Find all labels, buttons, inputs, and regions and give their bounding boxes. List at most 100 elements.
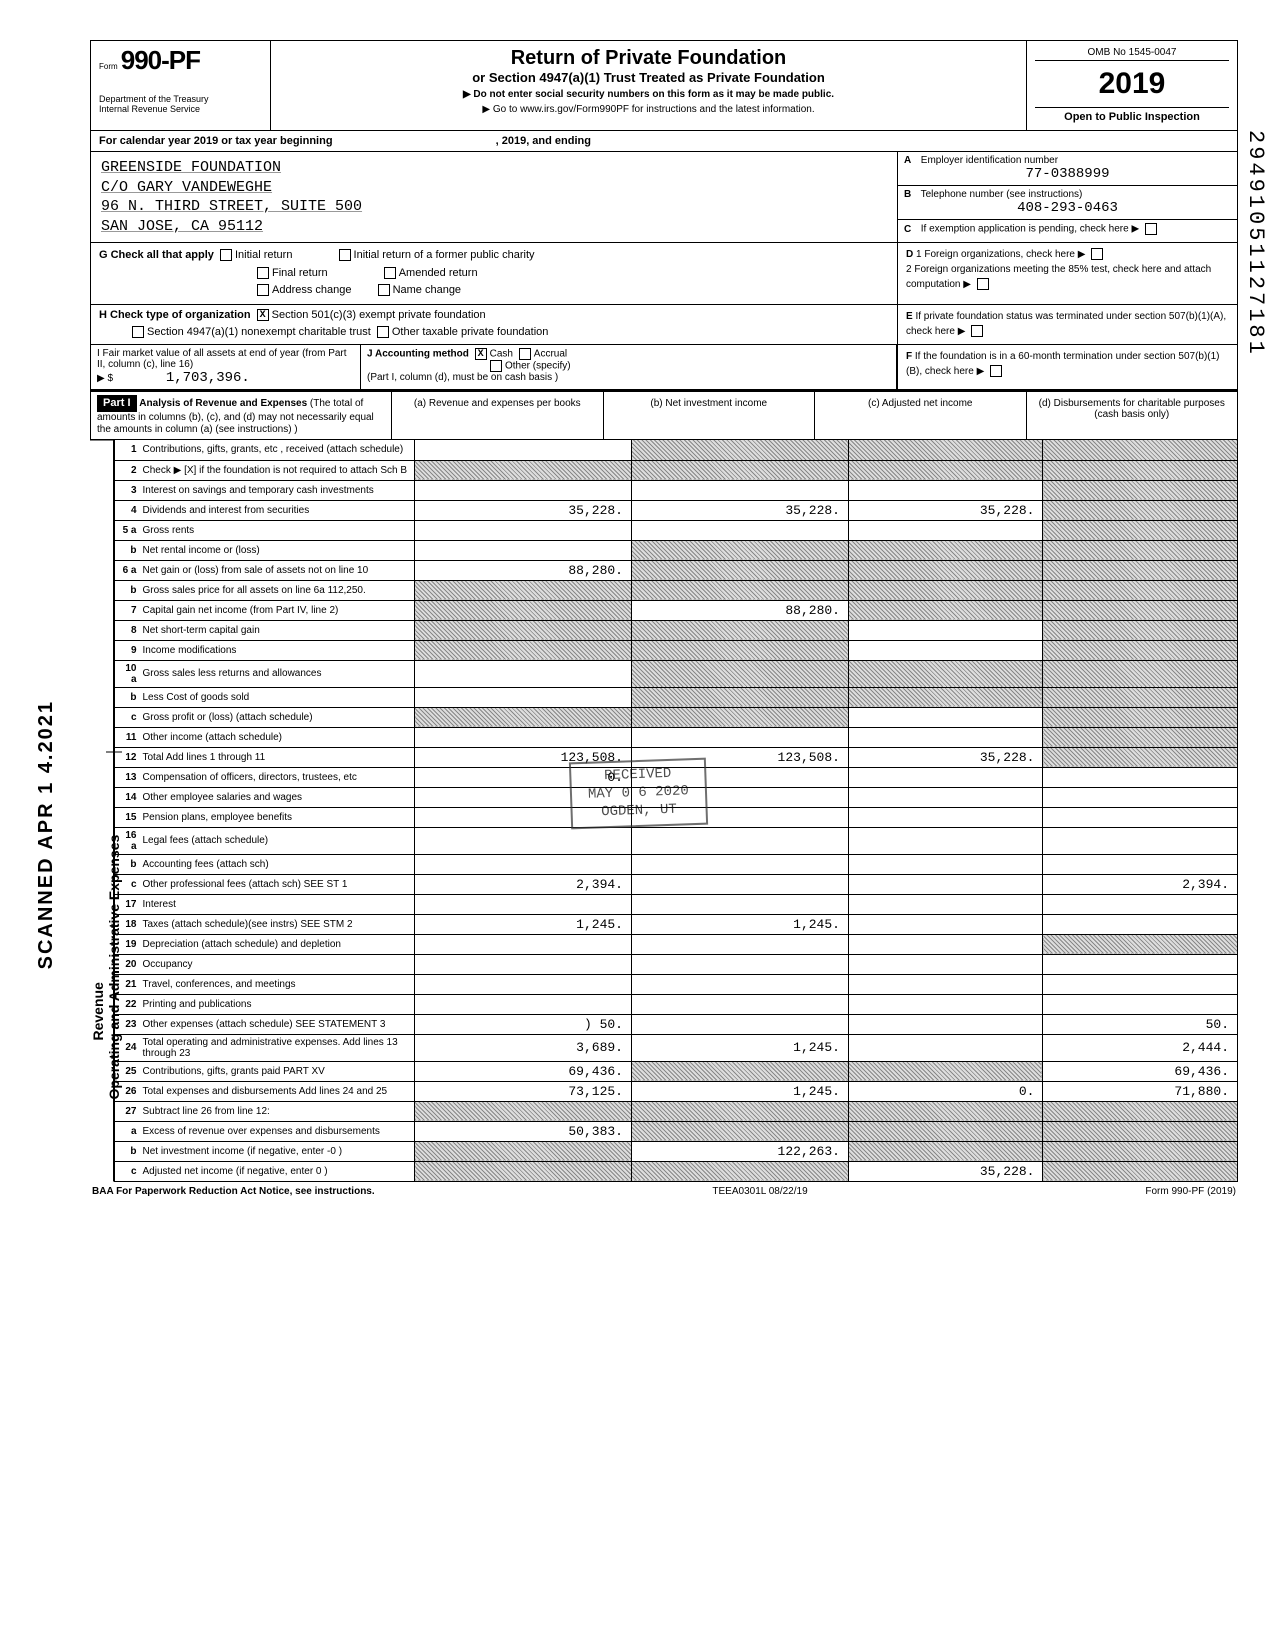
table-row: 11Other income (attach schedule) (115, 727, 1238, 747)
row-number: 11 (115, 727, 139, 747)
address-change-label: Address change (272, 284, 352, 296)
value-cell (415, 707, 632, 727)
form-header: Form 990-PF Department of the Treasury I… (90, 40, 1238, 131)
value-cell (1043, 500, 1238, 520)
value-cell: 3,689. (415, 1034, 632, 1061)
table-row: 1Contributions, gifts, grants, etc , rec… (115, 440, 1238, 460)
value-cell (415, 540, 632, 560)
value-cell (848, 807, 1043, 827)
value-cell (415, 640, 632, 660)
other-taxable-checkbox[interactable] (377, 326, 389, 338)
row-number: 10 a (115, 660, 139, 687)
value-cell (631, 540, 848, 560)
entity-block: GREENSIDE FOUNDATION C/O GARY VANDEWEGHE… (91, 152, 897, 242)
value-cell (1043, 480, 1238, 500)
section-j-note: (Part I, column (d), must be on cash bas… (367, 372, 558, 383)
value-cell (415, 854, 632, 874)
table-row: cGross profit or (loss) (attach schedule… (115, 707, 1238, 727)
omb-number: OMB No 1545-0047 (1035, 45, 1229, 61)
col-b-header: (b) Net investment income (603, 392, 815, 439)
row-label: Other professional fees (attach sch) SEE… (139, 874, 415, 894)
exempt-checkbox[interactable] (1145, 223, 1157, 235)
value-cell (848, 974, 1043, 994)
row-number: b (115, 580, 139, 600)
value-cell (1043, 954, 1238, 974)
value-cell (631, 1061, 848, 1081)
table-row: cAdjusted net income (if negative, enter… (115, 1161, 1238, 1181)
row-label: Other employee salaries and wages (139, 787, 415, 807)
accrual-label: Accrual (534, 349, 567, 360)
value-cell (848, 660, 1043, 687)
table-row: 9Income modifications (115, 640, 1238, 660)
d1-checkbox[interactable] (1091, 248, 1103, 260)
row-label: Total expenses and disbursements Add lin… (139, 1081, 415, 1101)
value-cell: 0. (848, 1081, 1043, 1101)
value-cell (848, 934, 1043, 954)
value-cell (848, 687, 1043, 707)
value-cell: 69,436. (1043, 1061, 1238, 1081)
value-cell (1043, 1101, 1238, 1121)
amended-checkbox[interactable] (384, 267, 396, 279)
exempt-label: If exemption application is pending, che… (921, 224, 1129, 235)
address-change-checkbox[interactable] (257, 284, 269, 296)
value-cell (848, 640, 1043, 660)
row-label: Less Cost of goods sold (139, 687, 415, 707)
final-return-checkbox[interactable] (257, 267, 269, 279)
value-cell: 35,228. (631, 500, 848, 520)
value-cell (415, 827, 632, 854)
form-prefix: Form (99, 62, 118, 71)
value-cell (848, 600, 1043, 620)
value-cell: ) 50. (415, 1014, 632, 1034)
table-row: 17Interest (115, 894, 1238, 914)
value-cell (1043, 994, 1238, 1014)
e-checkbox[interactable] (971, 325, 983, 337)
table-row: 6 aNet gain or (loss) from sale of asset… (115, 560, 1238, 580)
value-cell (631, 580, 848, 600)
501c3-checkbox[interactable] (257, 309, 269, 321)
row-number: 2 (115, 460, 139, 480)
value-cell (848, 1121, 1043, 1141)
table-row: bGross sales price for all assets on lin… (115, 580, 1238, 600)
row-label: Other expenses (attach schedule) SEE STA… (139, 1014, 415, 1034)
other-method-checkbox[interactable] (490, 360, 502, 372)
part1-title: Analysis of Revenue and Expenses (139, 398, 307, 409)
entity-careof: C/O GARY VANDEWEGHE (101, 178, 887, 198)
cal-year-label: For calendar year 2019 or tax year begin… (99, 135, 333, 147)
table-row: bNet rental income or (loss) (115, 540, 1238, 560)
value-cell (631, 460, 848, 480)
4947-checkbox[interactable] (132, 326, 144, 338)
value-cell (631, 1121, 848, 1141)
initial-return-checkbox[interactable] (220, 249, 232, 261)
row-number: 1 (115, 440, 139, 460)
value-cell (631, 707, 848, 727)
section-g-label: G Check all that apply (99, 249, 214, 261)
accrual-checkbox[interactable] (519, 348, 531, 360)
value-cell (848, 727, 1043, 747)
cash-checkbox[interactable] (475, 348, 487, 360)
name-change-label: Name change (393, 284, 462, 296)
row-number: 4 (115, 500, 139, 520)
value-cell: 69,436. (415, 1061, 632, 1081)
f-checkbox[interactable] (990, 365, 1002, 377)
row-label: Capital gain net income (from Part IV, l… (139, 600, 415, 620)
value-cell: 1,245. (631, 1034, 848, 1061)
initial-former-checkbox[interactable] (339, 249, 351, 261)
value-cell (631, 954, 848, 974)
value-cell (631, 1014, 848, 1034)
value-cell (631, 1161, 848, 1181)
value-cell (631, 687, 848, 707)
row-label: Subtract line 26 from line 12: (139, 1101, 415, 1121)
value-cell: 88,280. (631, 600, 848, 620)
value-cell (1043, 580, 1238, 600)
table-row: bAccounting fees (attach sch) (115, 854, 1238, 874)
value-cell: 35,228. (848, 747, 1043, 767)
col-a-header: (a) Revenue and expenses per books (391, 392, 603, 439)
revenue-side-label: Revenue Operating and Administrative Exp… (90, 440, 114, 1182)
value-cell: 1,245. (415, 914, 632, 934)
section-i-arrow: ▶ $ (97, 373, 113, 384)
value-cell (848, 1034, 1043, 1061)
value-cell (1043, 1141, 1238, 1161)
name-change-checkbox[interactable] (378, 284, 390, 296)
d2-checkbox[interactable] (977, 278, 989, 290)
value-cell (848, 1141, 1043, 1161)
